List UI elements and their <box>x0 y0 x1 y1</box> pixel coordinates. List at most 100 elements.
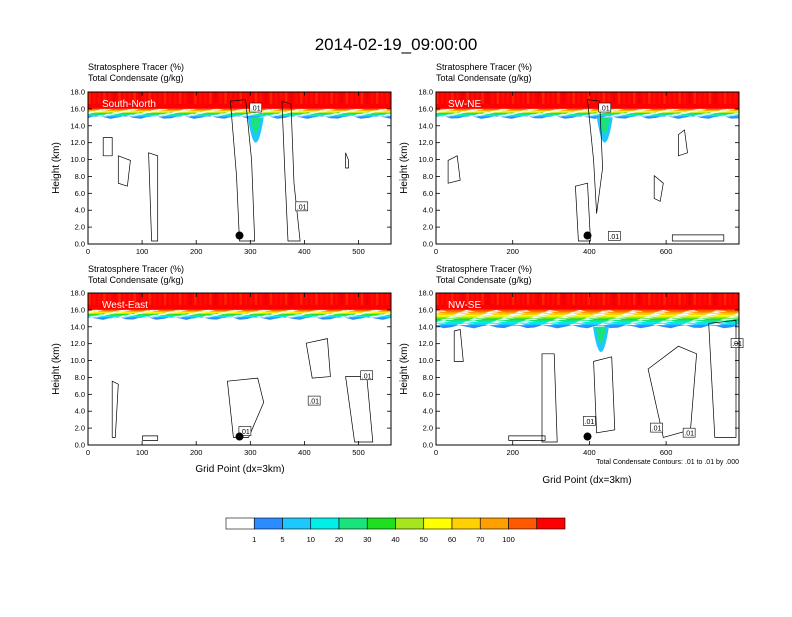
y-axis-label: Height (km) <box>51 343 62 395</box>
panel-subtitle-condensate: Total Condensate (g/kg) <box>88 275 184 285</box>
plot-area: .01 .01 0.0 2.0 4.0 6.0 8.0 10.0 12.0 14.0 16.0 18.… <box>70 88 392 256</box>
tracer-streak <box>567 293 570 305</box>
tracer-streak <box>436 293 439 305</box>
plot-area: .01 .01 .01 0.0 2.0 4.0 6.0 8.0 10.0 12.0 14.0 16.0… <box>70 289 392 457</box>
panel-subtitle-tracer: Stratosphere Tracer (%) <box>436 62 532 72</box>
tracer-streak <box>673 92 676 104</box>
panel-subtitle-tracer: Stratosphere Tracer (%) <box>88 264 184 274</box>
tracer-streak <box>713 293 717 305</box>
tracer-streak <box>501 293 505 305</box>
panel-region-label: South-North <box>102 99 156 110</box>
tracer-streak <box>234 92 237 104</box>
y-tick-label: 6.0 <box>423 189 433 198</box>
contour-label-box <box>249 102 263 113</box>
colorbar-swatch <box>253 517 283 530</box>
location-marker <box>583 432 592 441</box>
contour-label-box <box>650 422 663 433</box>
tracer-streak <box>511 293 515 305</box>
tracer-streak <box>562 293 565 305</box>
tracer-streak <box>532 92 535 104</box>
x-tick-label: 600 <box>660 448 673 457</box>
colorbar-swatch <box>451 517 481 530</box>
tracer-streak <box>375 293 379 305</box>
y-tick-label: 16.0 <box>70 104 85 113</box>
tracer-streak <box>229 293 232 305</box>
tracer-streak <box>663 293 666 305</box>
y-tick-label: 14.0 <box>418 121 433 130</box>
tracer-streak <box>572 92 575 104</box>
tracer-streak <box>133 293 136 305</box>
tracer-streak <box>249 293 253 305</box>
tracer-streak <box>153 293 157 305</box>
tracer-streak <box>204 293 207 305</box>
tracer-band <box>88 310 391 314</box>
condensate-contour <box>678 129 688 157</box>
tracer-streak <box>340 293 343 305</box>
tracer-streak <box>214 293 217 305</box>
y-tick-label: 18.0 <box>418 88 433 97</box>
tracer-streak <box>653 293 656 305</box>
tracer-streak <box>612 92 616 104</box>
y-tick-label: 16.0 <box>70 305 85 314</box>
tracer-streak <box>370 92 374 104</box>
contour-note: Total Condensate Contours: .01 to .01 by… <box>596 459 739 466</box>
tracer-streak <box>330 293 333 305</box>
y-tick-label: 6.0 <box>75 189 85 198</box>
colorbar-swatch <box>508 517 538 530</box>
tracer-streak <box>653 92 656 104</box>
tracer-streak <box>335 293 338 305</box>
y-tick-label: 8.0 <box>423 172 433 181</box>
y-tick-label: 2.0 <box>75 424 85 433</box>
tracer-streak <box>229 92 232 104</box>
tracer-streak <box>199 293 202 305</box>
location-marker <box>235 231 244 240</box>
tracer-streak <box>668 92 671 104</box>
tracer-streak <box>491 293 495 305</box>
plot-area: .01 .01 .01 .01 0.0 2.0 4.0 6.0 8.0 10.0 12.0 14.0 1… <box>418 289 744 457</box>
tracer-streak <box>173 92 177 104</box>
tracer-streak <box>219 92 222 104</box>
tracer-streak <box>103 293 106 305</box>
tracer-streak <box>547 92 550 104</box>
tracer-streak <box>88 92 91 104</box>
x-tick-label: 500 <box>352 247 365 256</box>
contour-label: .01 <box>309 399 319 406</box>
tracer-streak <box>93 293 96 305</box>
tracer-streak <box>617 293 621 305</box>
tracer-streak <box>592 293 595 305</box>
colorbar-label: 30 <box>363 535 371 544</box>
tracer-streak <box>310 293 313 305</box>
tracer-streak <box>224 293 227 305</box>
tracer-streak <box>178 293 182 305</box>
tracer-streak <box>728 293 732 305</box>
tracer-streak <box>734 293 737 305</box>
tracer-streak <box>638 92 641 104</box>
y-tick-label: 14.0 <box>70 322 85 331</box>
condensate-contour <box>111 380 119 438</box>
x-tick-label: 0 <box>434 448 438 457</box>
tracer-streak <box>300 293 303 305</box>
tracer-streak <box>375 92 379 104</box>
tracer-dip <box>595 326 606 344</box>
tracer-streak <box>284 92 288 104</box>
x-tick-label: 500 <box>352 448 365 457</box>
y-tick-label: 8.0 <box>75 373 85 382</box>
x-axis-label: Grid Point (dx=3km) <box>542 475 631 486</box>
tracer-streak <box>446 92 449 104</box>
x-axis-label: Grid Point (dx=3km) <box>195 464 284 475</box>
condensate-contour <box>148 152 159 242</box>
tracer-streak <box>537 92 540 104</box>
tracer-streak <box>320 293 323 305</box>
plot-area: .01 .01 0.0 2.0 4.0 6.0 8.0 10.0 12.0 14.0 16.0 18.… <box>418 88 740 256</box>
plot-frame <box>435 91 740 245</box>
tracer-streak <box>612 293 616 305</box>
tracer-streak <box>158 293 162 305</box>
tracer-streak <box>562 92 565 104</box>
condensate-contour <box>345 152 349 169</box>
y-tick-label: 14.0 <box>70 121 85 130</box>
x-tick-label: 200 <box>190 247 203 256</box>
tracer-streak <box>194 293 197 305</box>
contour-label-box <box>583 416 596 426</box>
tracer-streak <box>315 293 318 305</box>
tracer-streak <box>723 293 727 305</box>
